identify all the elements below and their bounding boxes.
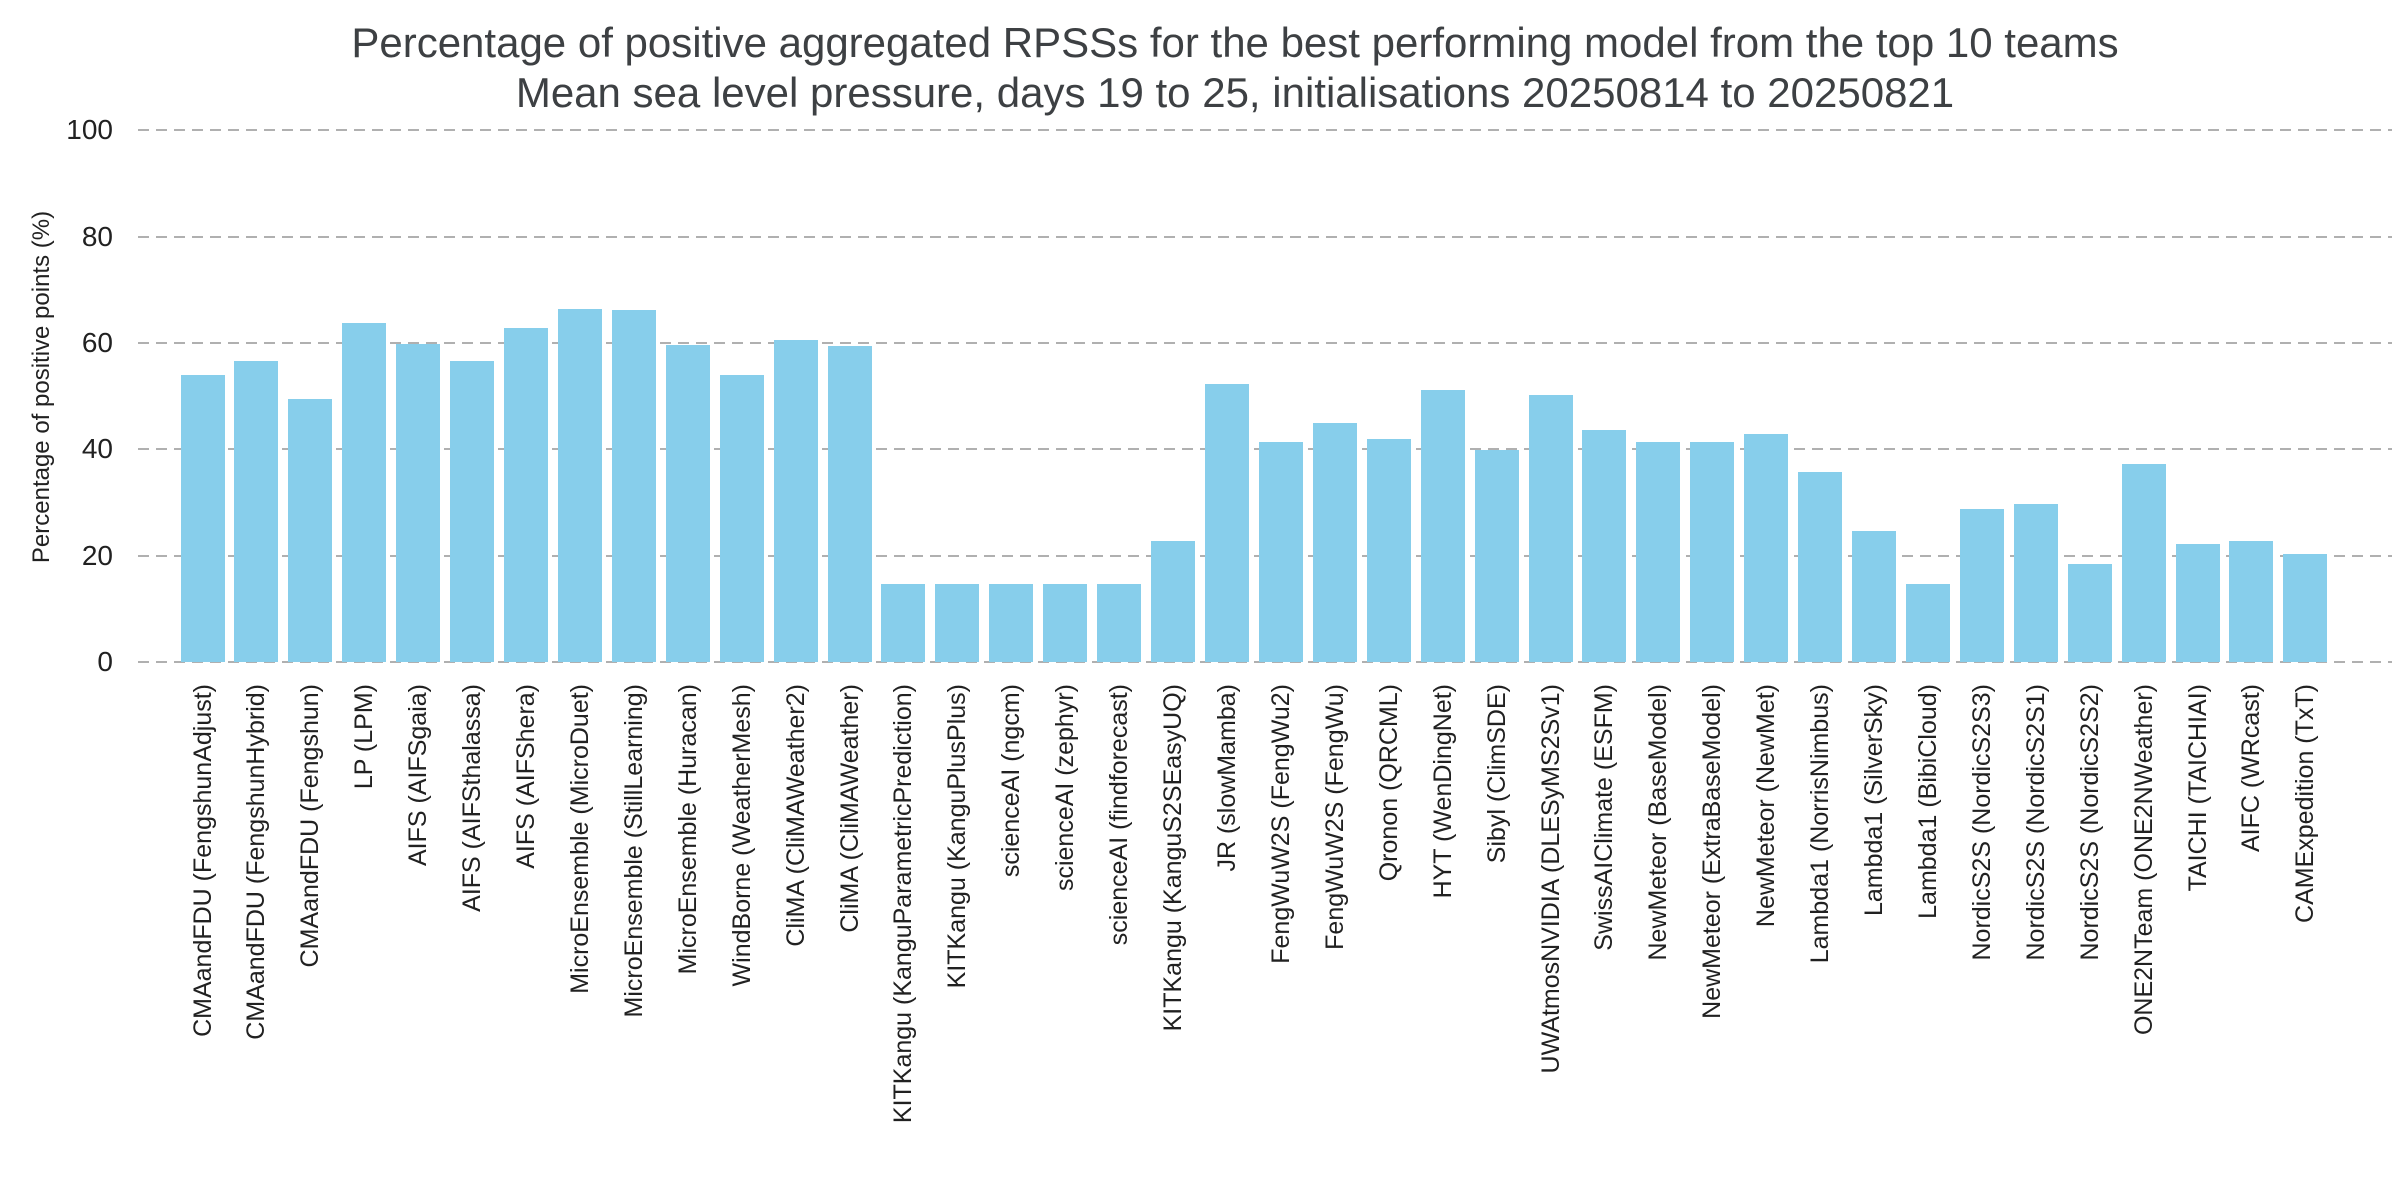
x-tick-label: NordicS2S (NordicS2S3) <box>1967 684 1996 961</box>
x-tick-label: FengWuW2S (FengWu) <box>1320 684 1349 950</box>
x-tick-label: UWAtmosNVIDIA (DLESyMS2Sv1) <box>1536 684 1565 1074</box>
y-axis-title: Percentage of positive points (%) <box>28 210 55 564</box>
bar <box>557 308 602 662</box>
bar <box>234 360 279 662</box>
bar <box>180 375 225 662</box>
bar <box>2283 553 2328 662</box>
bar <box>989 584 1034 662</box>
bar <box>719 375 764 662</box>
bar <box>2229 540 2274 662</box>
x-tick-label: CAMExpedition (TxT) <box>2291 684 2320 923</box>
bar <box>1151 541 1196 662</box>
x-tick-label: NordicS2S (NordicS2S1) <box>2021 684 2050 961</box>
bar <box>1528 394 1573 662</box>
bar <box>1420 390 1465 662</box>
x-tick-label: Lambda1 (BibiCloud) <box>1913 684 1942 919</box>
y-tick-label-40: 40 <box>81 433 113 465</box>
x-tick-label: NewMeteor (NewMet) <box>1752 684 1781 928</box>
bar <box>935 584 980 662</box>
bar <box>1798 471 1843 662</box>
bar <box>450 360 495 662</box>
gridline-60 <box>138 341 2392 344</box>
x-tick-label: MicroEnsemble (StillLearning) <box>619 684 648 1018</box>
bar <box>1043 584 1088 662</box>
gridline-80 <box>138 235 2392 238</box>
x-tick-label: WindBorne (WeatherMesh) <box>727 684 756 987</box>
x-tick-label: LP (LPM) <box>350 684 379 790</box>
bar <box>665 345 710 662</box>
bar <box>1744 433 1789 662</box>
bar <box>1204 383 1249 662</box>
x-tick-label: Lambda1 (NorrisNimbus) <box>1806 684 1835 964</box>
x-tick-label: scienceAI (ngcm) <box>997 684 1026 878</box>
x-tick-label: CMAandFDU (FengshunAdjust) <box>188 684 217 1037</box>
chart-subtitle: Mean sea level pressure, days 19 to 25, … <box>515 69 1955 116</box>
x-tick-label: CMAandFDU (Fengshun) <box>296 684 325 968</box>
x-tick-label: NewMeteor (ExtraBaseModel) <box>1698 684 1727 1019</box>
chart-title: Percentage of positive aggregated RPSSs … <box>351 19 2119 66</box>
gridline-100 <box>138 129 2392 132</box>
x-tick-label: scienceAI (zephyr) <box>1051 684 1080 892</box>
x-tick-label: KITKangu (KanguParametricPrediction) <box>889 684 918 1124</box>
x-tick-label: CliMA (CliMAWeather) <box>835 684 864 933</box>
bar <box>1097 584 1142 662</box>
bar <box>1852 531 1897 662</box>
bar <box>1959 508 2004 662</box>
x-tick-label: Qronon (QRCML) <box>1374 684 1403 882</box>
bar <box>2121 463 2166 662</box>
x-tick-label: AIFS (AIFShera) <box>512 684 541 869</box>
x-tick-label: HYT (WenDingNet) <box>1428 684 1457 899</box>
x-tick-label: JR (slowMamba) <box>1212 684 1241 872</box>
bar <box>1474 450 1519 662</box>
bar <box>1366 438 1411 662</box>
bar <box>342 322 387 662</box>
bar <box>1905 584 1950 662</box>
gridline-0 <box>138 661 2392 663</box>
bar <box>2067 563 2112 662</box>
bar <box>504 328 549 662</box>
x-tick-label: ONE2NTeam (ONE2NWeather) <box>2129 684 2158 1036</box>
x-tick-label: KITKangu (KanguPlusPlus) <box>943 684 972 989</box>
bar <box>881 584 926 662</box>
bar <box>2175 543 2220 662</box>
x-tick-label: FengWuW2S (FengWu2) <box>1266 684 1295 964</box>
x-tick-label: CliMA (CliMAWeather2) <box>781 684 810 947</box>
x-tick-label: TAICHI (TAICHIAI) <box>2183 684 2212 892</box>
y-tick-label-0: 0 <box>97 646 113 677</box>
bar <box>1258 441 1303 662</box>
x-tick-label: AIFS (AIFSgaia) <box>404 684 433 866</box>
bar <box>773 340 818 662</box>
y-tick-label-60: 60 <box>81 326 113 358</box>
bar <box>1690 442 1735 662</box>
x-tick-label: NewMeteor (BaseModel) <box>1644 684 1673 961</box>
bar <box>827 345 872 662</box>
x-tick-label: SwissAIClimate (ESFM) <box>1590 684 1619 951</box>
x-tick-label: MicroEnsemble (Huracan) <box>673 684 702 975</box>
x-tick-label: NordicS2S (NordicS2S2) <box>2075 684 2104 961</box>
y-tick-label-20: 20 <box>81 539 113 571</box>
x-tick-label: AIFS (AIFSthalassa) <box>458 684 487 912</box>
x-tick-label: Sibyl (ClimSDE) <box>1482 684 1511 864</box>
bar <box>611 310 656 662</box>
x-tick-label: KITKangu (KanguS2SEasyUQ) <box>1159 684 1188 1032</box>
bar <box>1582 429 1627 662</box>
x-tick-label: MicroEnsemble (MicroDuet) <box>565 684 594 994</box>
bar <box>396 343 441 662</box>
y-tick-label-100: 100 <box>66 114 113 146</box>
x-tick-label: scienceAI (findforecast) <box>1105 684 1134 946</box>
x-tick-label: AIFC (WRcast) <box>2237 684 2266 853</box>
bar <box>1312 423 1357 662</box>
bar <box>288 398 333 662</box>
x-tick-label: CMAandFDU (FengshunHybrid) <box>242 684 271 1040</box>
y-tick-label-80: 80 <box>81 220 113 252</box>
bar <box>1636 442 1681 662</box>
x-tick-label: Lambda1 (SilverSky) <box>1860 684 1889 917</box>
bar <box>2013 504 2058 662</box>
